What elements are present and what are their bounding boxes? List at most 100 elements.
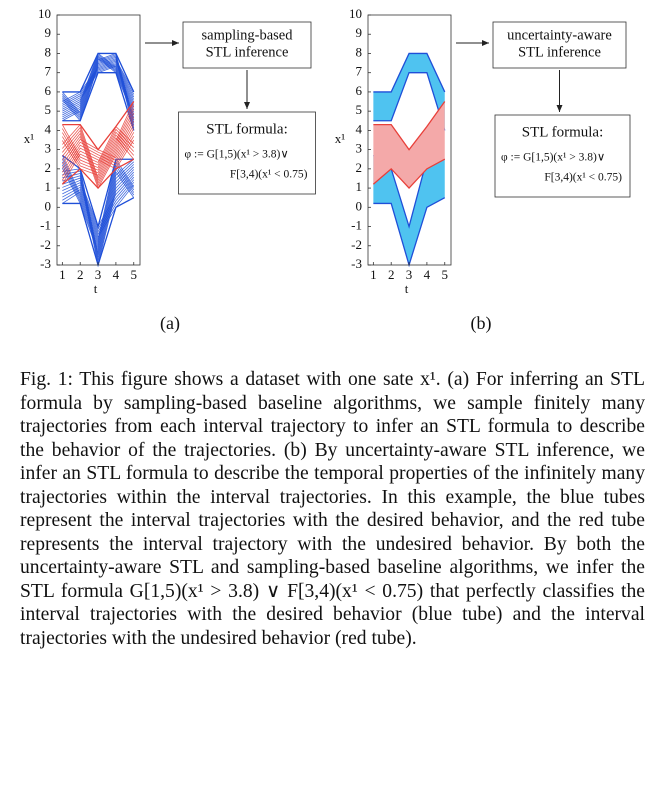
sample-trajectory (62, 132, 135, 173)
sample-trajectory (62, 136, 135, 174)
formula-line: F[3,4)(x¹ < 0.75) (230, 169, 308, 181)
tube-upper (62, 101, 135, 151)
y-tick-label: 7 (356, 64, 363, 79)
x-tick-label: 2 (388, 267, 395, 282)
sample-trajectory (62, 179, 135, 233)
formula-box (178, 111, 316, 195)
method-box (492, 21, 627, 69)
sample-trajectory (62, 54, 135, 123)
sample-trajectory (62, 101, 135, 176)
sample-trajectory (61, 164, 135, 252)
x-axis-label: t (94, 281, 98, 296)
y-axis-label: x¹ (24, 131, 35, 146)
sample-trajectory (62, 128, 135, 169)
sample-trajectory (62, 59, 135, 122)
sample-trajectory (62, 56, 135, 118)
method-text: STL inference (206, 44, 289, 60)
tube-lower (372, 158, 446, 190)
x-axis-label: t (405, 281, 409, 296)
method-text: STL inference (518, 44, 601, 60)
x-tick-label: 4 (424, 267, 431, 282)
sample-trajectory (62, 161, 135, 255)
sample-trajectory (62, 132, 135, 171)
y-tick-label: 4 (45, 121, 52, 136)
subfigure-label: (b) (471, 313, 492, 334)
sample-trajectory (62, 139, 135, 181)
sample-trajectory (62, 166, 135, 260)
y-tick-label: 3 (356, 141, 363, 156)
y-tick-label: 10 (38, 6, 51, 21)
y-tick-label: -3 (351, 256, 362, 271)
tube-lower (373, 72, 446, 131)
tube (373, 155, 445, 265)
method-text: uncertainty-aware (507, 27, 612, 43)
sample-trajectory (62, 164, 135, 258)
y-axis-label: x¹ (335, 131, 346, 146)
y-tick-label: 9 (45, 25, 52, 40)
formula-line: φ := G[1,5)(x¹ > 3.8)∨ (185, 149, 289, 161)
sample-trajectory (62, 182, 135, 236)
axes-frame (367, 14, 452, 266)
x-tick-label: 1 (59, 267, 66, 282)
tube-upper (373, 101, 446, 151)
formula-line: φ := G[1,5)(x¹ > 3.8)∨ (501, 152, 605, 164)
y-tick-label: 9 (356, 25, 363, 40)
y-tick-label: -1 (351, 218, 362, 233)
sample-trajectory (62, 128, 135, 169)
y-tick-label: 10 (349, 6, 362, 21)
y-tick-label: 1 (45, 179, 52, 194)
y-tick-label: 5 (356, 102, 363, 117)
formula-title: STL formula: (522, 124, 604, 140)
formula-line: F[3,4)(x¹ < 0.75) (544, 172, 622, 184)
y-tick-label: 6 (45, 83, 52, 98)
formula-title: STL formula: (206, 121, 288, 137)
sample-trajectory (62, 158, 135, 241)
y-tick-label: 6 (356, 83, 363, 98)
subfigure-label: (a) (160, 313, 180, 334)
y-tick-label: 1 (356, 179, 363, 194)
y-tick-label: 2 (45, 160, 52, 175)
y-tick-label: -2 (351, 237, 362, 252)
sample-trajectory (61, 161, 135, 249)
method-box (182, 21, 312, 69)
sample-trajectory (62, 125, 135, 185)
sample-trajectory (62, 105, 135, 179)
caption: Fig. 1: This figure shows a dataset with… (20, 369, 645, 649)
y-tick-label: 7 (45, 64, 52, 79)
y-tick-label: -1 (40, 218, 51, 233)
y-tick-label: 4 (356, 121, 363, 136)
x-tick-label: 3 (95, 267, 102, 282)
sample-trajectory (61, 155, 135, 244)
sample-trajectory (62, 63, 135, 106)
tube (373, 101, 445, 189)
y-tick-label: 5 (45, 102, 52, 117)
sample-trajectory (62, 112, 135, 184)
sample-trajectory (62, 116, 135, 187)
y-tick-label: 8 (356, 44, 363, 59)
tube-upper (373, 52, 446, 93)
y-tick-label: 8 (45, 44, 52, 59)
axes-frame (56, 14, 141, 266)
sample-trajectory (61, 158, 135, 246)
y-tick-label: 0 (356, 198, 363, 213)
y-tick-label: 0 (45, 198, 52, 213)
x-tick-label: 1 (370, 267, 377, 282)
sample-trajectory (62, 55, 135, 116)
y-tick-label: 3 (45, 141, 52, 156)
sample-trajectory (62, 109, 135, 182)
sample-trajectory (62, 176, 135, 231)
sample-trajectory (62, 57, 135, 120)
tube-lower (61, 158, 135, 190)
formula-box (494, 114, 631, 198)
y-tick-label: -2 (40, 237, 51, 252)
x-tick-label: 3 (406, 267, 413, 282)
sample-trajectory (61, 158, 135, 254)
sample-trajectory (62, 135, 135, 177)
x-tick-label: 2 (77, 267, 84, 282)
sample-trajectory (62, 124, 135, 166)
sample-trajectory (62, 184, 135, 238)
y-tick-label: 2 (356, 160, 363, 175)
sample-trajectory (62, 56, 135, 128)
tube-lower (62, 72, 135, 131)
x-tick-label: 5 (131, 267, 138, 282)
